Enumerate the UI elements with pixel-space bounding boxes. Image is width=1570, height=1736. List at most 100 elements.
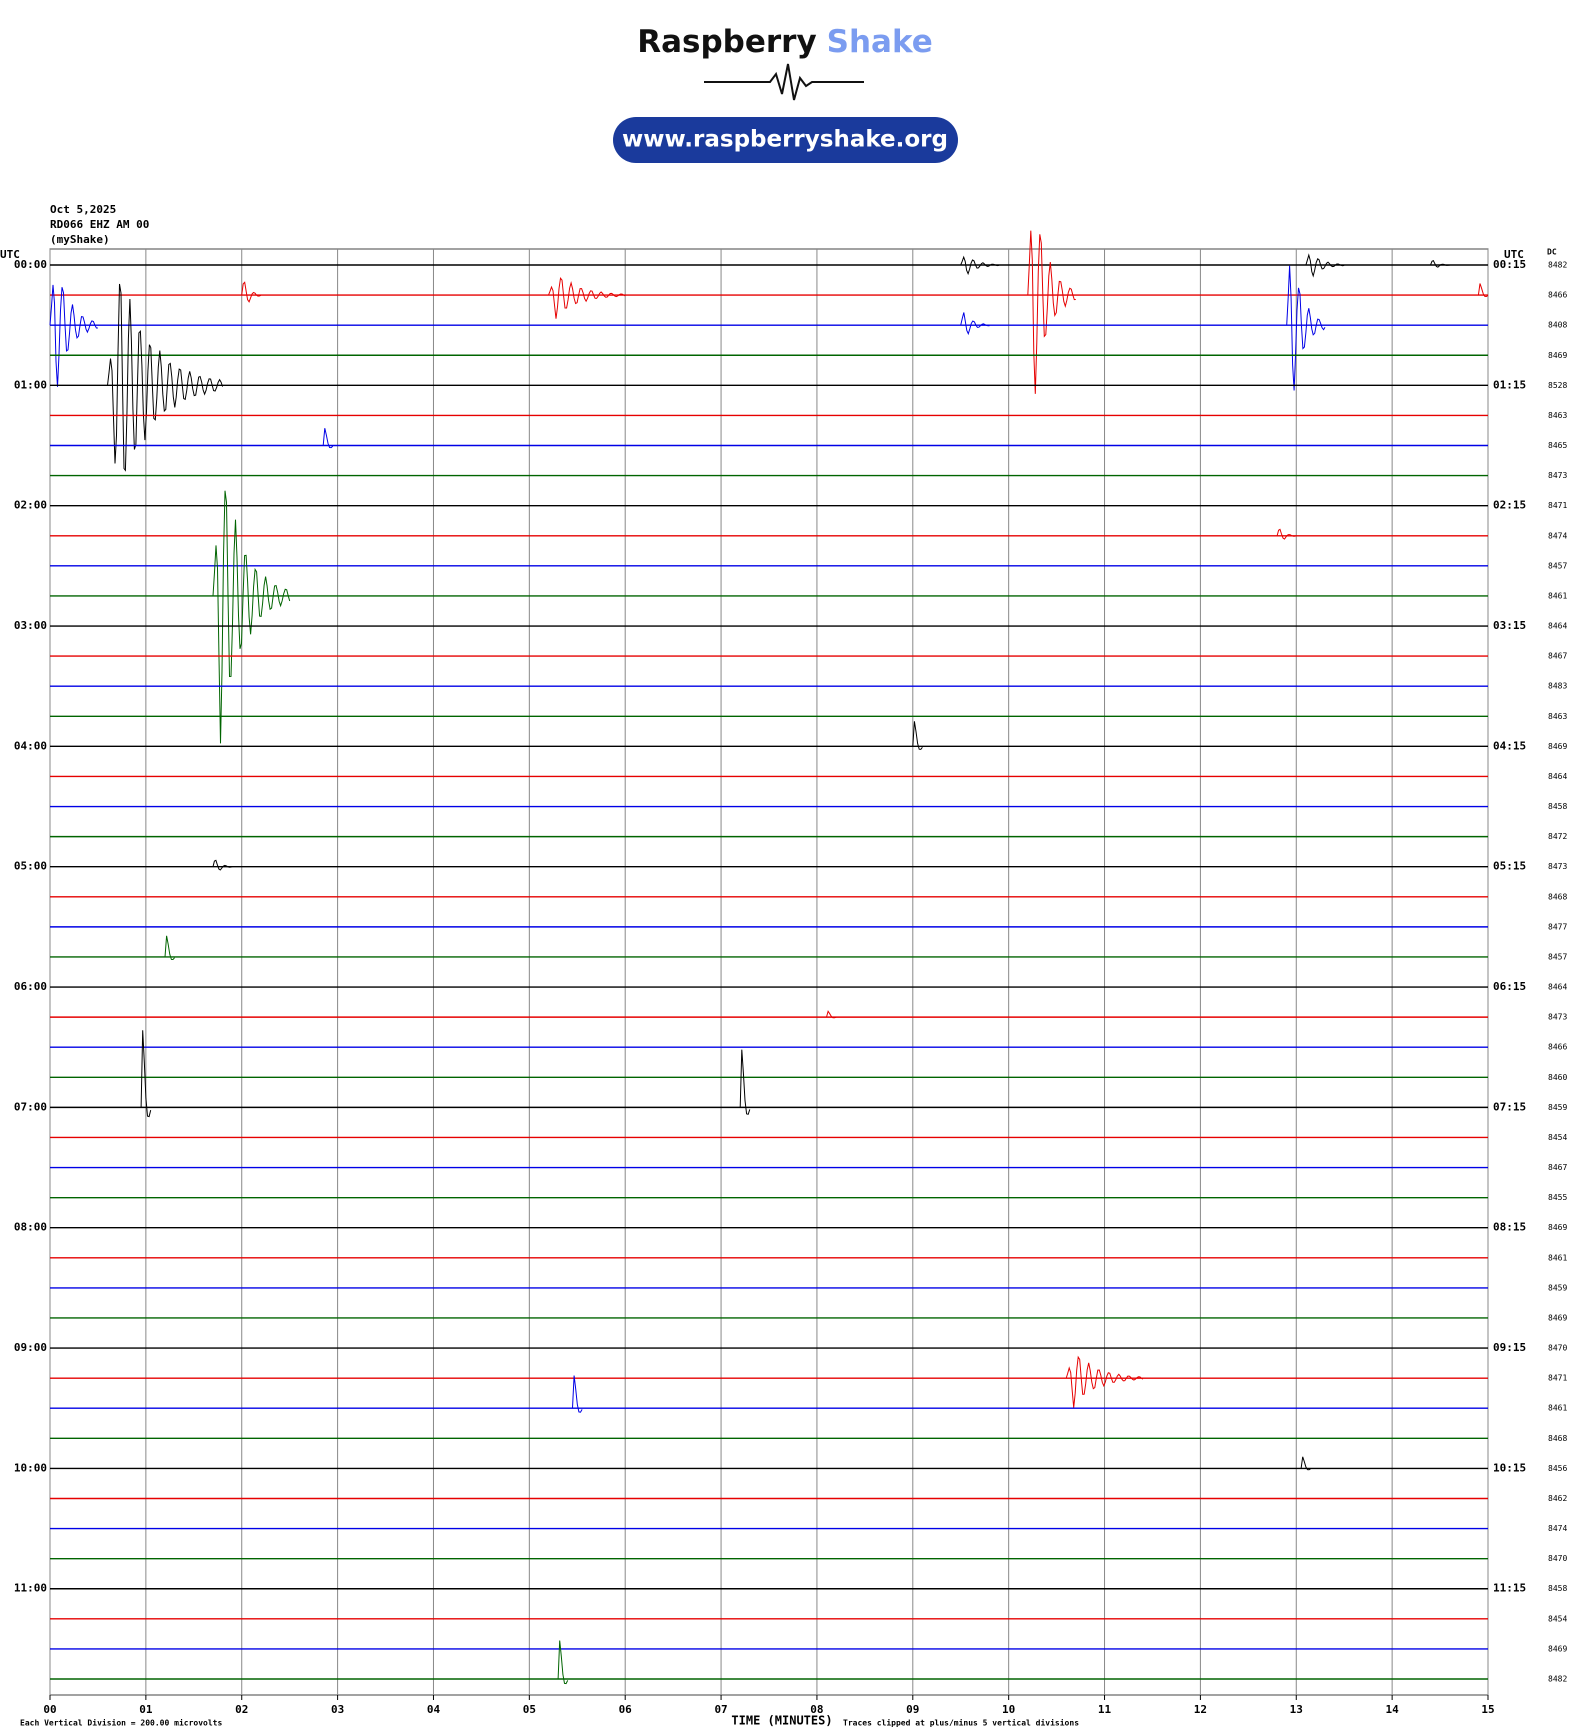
dc-value: 8471	[1548, 501, 1567, 510]
dc-value: 8458	[1548, 802, 1567, 811]
dc-value: 8462	[1548, 1494, 1567, 1503]
dc-value: 8474	[1548, 531, 1567, 540]
dc-value: 8482	[1548, 1675, 1567, 1684]
x-tick-label: 11	[1098, 1703, 1112, 1716]
dc-value: 8408	[1548, 321, 1567, 330]
dc-value: 8459	[1548, 1103, 1567, 1112]
dc-value: 8459	[1548, 1283, 1567, 1292]
right-time-label: 07:15	[1493, 1100, 1526, 1113]
dc-value: 8457	[1548, 561, 1567, 570]
dc-value: 8463	[1548, 712, 1567, 721]
right-time-label: 04:15	[1493, 739, 1526, 752]
seismic-event	[49, 284, 98, 387]
seismic-event	[1430, 260, 1450, 268]
seismic-event	[212, 859, 233, 871]
left-time-label: 10:00	[14, 1461, 47, 1474]
right-time-label: 08:15	[1493, 1221, 1526, 1234]
logo-wave	[704, 63, 864, 101]
seismic-event	[572, 1375, 583, 1413]
dc-value: 8464	[1548, 772, 1567, 781]
right-time-label: 00:15	[1493, 258, 1526, 271]
seismic-event	[826, 1010, 837, 1019]
clip-note: Traces clipped at plus/minus 5 vertical …	[843, 1718, 1079, 1728]
seismic-event	[960, 312, 990, 336]
x-tick-label: 07	[714, 1703, 727, 1716]
left-time-label: 01:00	[14, 378, 47, 391]
x-tick-label: 12	[1194, 1703, 1207, 1716]
dc-value: 8461	[1548, 1404, 1567, 1413]
dc-value: 8471	[1548, 1374, 1567, 1383]
source: (myShake)	[50, 233, 110, 246]
url-pill	[613, 117, 958, 163]
dc-value: 8460	[1548, 1073, 1567, 1082]
url: www.raspberryshake.org	[622, 127, 948, 153]
dc-value: 8473	[1548, 471, 1567, 480]
seismic-event	[1027, 230, 1076, 394]
right-time-label: 01:15	[1493, 378, 1526, 391]
right-time-label: 10:15	[1493, 1461, 1526, 1474]
date: Oct 5,2025	[50, 203, 116, 216]
seismic-event	[912, 721, 923, 750]
left-time-label: 11:00	[14, 1582, 47, 1595]
brand: Raspberry	[637, 24, 816, 60]
dc-value: 8474	[1548, 1524, 1567, 1533]
scale-note: Each Vertical Division = 200.00 microvol…	[20, 1718, 222, 1728]
dc-value: 8469	[1548, 1313, 1567, 1322]
seismic-event	[140, 1030, 152, 1118]
seismic-event	[1477, 283, 1489, 298]
seismic-event	[241, 281, 262, 303]
left-time-label: 09:00	[14, 1341, 47, 1354]
x-tick-label: 05	[523, 1703, 536, 1716]
dc-value: 8455	[1548, 1193, 1567, 1202]
x-tick-label: 13	[1290, 1703, 1303, 1716]
dc-value: 8482	[1548, 261, 1567, 270]
seismic-event	[548, 276, 626, 319]
dc-value: 8464	[1548, 983, 1567, 992]
seismic-event	[1300, 1456, 1311, 1471]
left-time-label: 04:00	[14, 739, 47, 752]
x-tick-label: 03	[331, 1703, 344, 1716]
left-axis-title: UTC	[0, 248, 20, 261]
dc-value: 8467	[1548, 1163, 1567, 1172]
dc-value: 8456	[1548, 1464, 1567, 1473]
left-time-label: 00:00	[14, 258, 47, 271]
dc-value: 8466	[1548, 291, 1567, 300]
left-time-label: 08:00	[14, 1221, 47, 1234]
dc-value: 8463	[1548, 411, 1567, 420]
right-time-label: 11:15	[1493, 1582, 1526, 1595]
dc-value: 8464	[1548, 622, 1567, 631]
dc-value: 8473	[1548, 862, 1567, 871]
left-time-label: 07:00	[14, 1100, 47, 1113]
logo: Raspberry Shake	[637, 24, 933, 60]
seismic-event	[1305, 253, 1345, 278]
dc-value: 8469	[1548, 351, 1567, 360]
dc-value: 8454	[1548, 1614, 1567, 1623]
x-tick-label: 01	[139, 1703, 153, 1716]
left-time-label: 05:00	[14, 860, 47, 873]
x-axis-title: TIME (MINUTES)	[731, 1714, 832, 1728]
x-tick-label: 09	[906, 1703, 919, 1716]
seismic-event	[557, 1640, 569, 1685]
right-time-label: 03:15	[1493, 619, 1526, 632]
x-tick-label: 08	[810, 1703, 823, 1716]
right-axis-title: UTC	[1504, 248, 1524, 261]
right-time-label: 06:15	[1493, 980, 1526, 993]
x-tick-label: 04	[427, 1703, 441, 1716]
dc-value: 8465	[1548, 441, 1567, 450]
x-tick-label: 10	[1002, 1703, 1015, 1716]
dc-value: 8473	[1548, 1013, 1567, 1022]
dc-value: 8461	[1548, 1253, 1567, 1262]
dc-value: 8468	[1548, 892, 1567, 901]
seismic-event	[212, 490, 291, 744]
left-time-label: 03:00	[14, 619, 47, 632]
seismic-event	[1286, 265, 1326, 391]
seismic-event	[107, 283, 224, 472]
seismic-event	[739, 1049, 751, 1115]
dc-value: 8472	[1548, 832, 1567, 841]
dc-value: 8454	[1548, 1133, 1567, 1142]
seismic-event	[1065, 1355, 1144, 1408]
dc-value: 8458	[1548, 1584, 1567, 1593]
dc-value: 8469	[1548, 1223, 1567, 1232]
